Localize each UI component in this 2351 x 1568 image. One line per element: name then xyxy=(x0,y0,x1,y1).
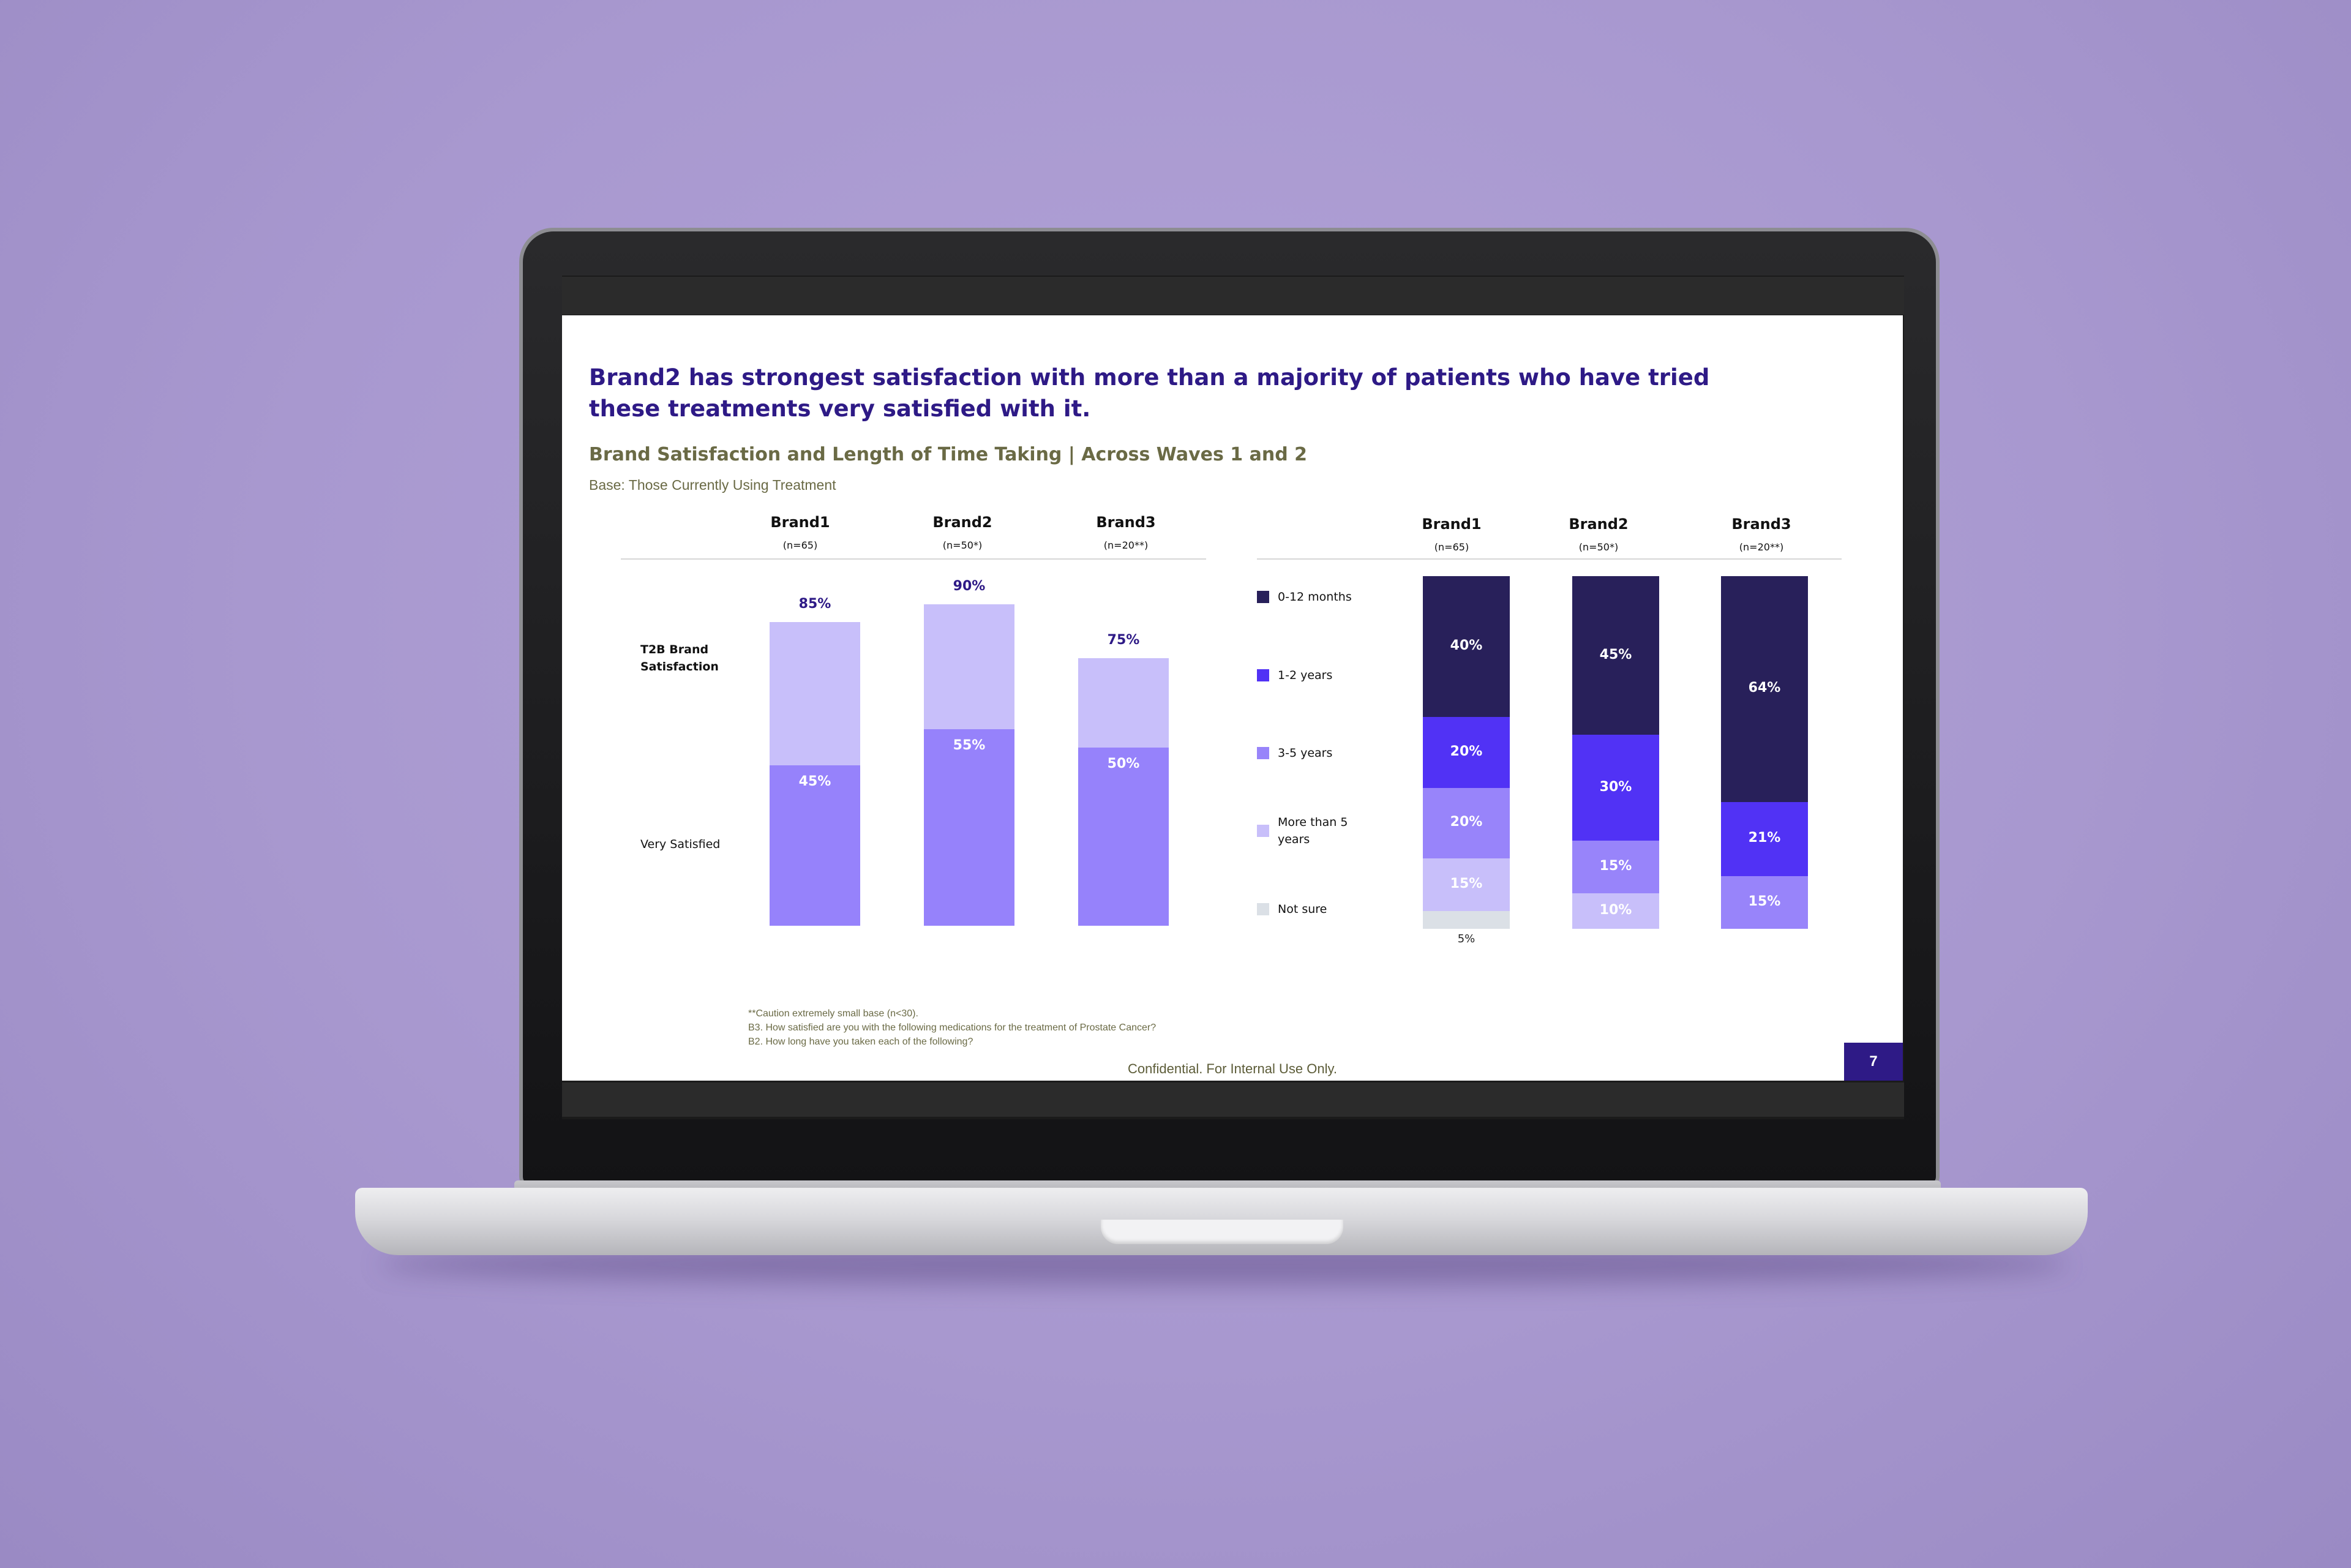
viewer-top-bar xyxy=(562,277,1904,315)
legend-item-not-sure: Not sure xyxy=(1257,901,1327,918)
legend-swatch xyxy=(1257,747,1269,759)
legend-label: More than 5 years xyxy=(1278,816,1348,846)
very-satisfied-label-brand3: 50% xyxy=(1107,756,1140,771)
segment-brand1-3-5-years xyxy=(1423,787,1510,858)
legend-item-more-than-5-years: More than 5 years xyxy=(1257,814,1355,848)
brand-name: Brand2 xyxy=(1569,516,1629,533)
segment-label-brand2-more-than-5-years: 10% xyxy=(1599,902,1632,918)
very-satisfied-label-brand2: 55% xyxy=(953,738,986,754)
segment-brand2-3-5-years xyxy=(1572,841,1659,894)
segment-brand3-1-2-years xyxy=(1721,801,1808,876)
left-header-rule xyxy=(621,558,1206,560)
legend-swatch xyxy=(1257,825,1269,837)
base-note: Base: Those Currently Using Treatment xyxy=(589,477,836,493)
segment-label-brand3-1-2-years: 21% xyxy=(1748,830,1781,846)
segment-label-brand3-0-12-months: 64% xyxy=(1748,680,1781,696)
slide-title: Brand2 has strongest satisfaction with m… xyxy=(589,364,1710,422)
base-size: (n=20**) xyxy=(1739,541,1784,553)
right-header-brand1: Brand1 (n=65) xyxy=(1390,516,1513,553)
segment-brand3-0-12-months xyxy=(1721,576,1808,802)
row-label-t2b: T2B Brand Satisfaction xyxy=(640,643,719,673)
segment-brand1-0-12-months xyxy=(1423,576,1510,718)
footnote-b3: B3. How satisfied are you with the follo… xyxy=(748,1022,1157,1033)
legend-label: Not sure xyxy=(1278,902,1327,916)
base-size: (n=50*) xyxy=(1578,541,1619,553)
row-label-very-satisfied: Very Satisfied xyxy=(640,838,721,851)
right-header-brand2: Brand2 (n=50*) xyxy=(1537,516,1660,553)
brand-name: Brand3 xyxy=(1096,514,1156,531)
very-satisfied-bar-brand3 xyxy=(1078,747,1169,926)
brand-name: Brand1 xyxy=(770,514,830,531)
t2b-label-brand3: 75% xyxy=(1107,632,1140,648)
left-header-brand3: Brand3 (n=20**) xyxy=(1065,514,1187,551)
segment-label-brand2-1-2-years: 30% xyxy=(1599,779,1632,795)
segment-brand1-more-than-5-years xyxy=(1423,858,1510,912)
base-size: (n=65) xyxy=(782,539,818,551)
page-number: 7 xyxy=(1844,1043,1903,1081)
segment-brand2-more-than-5-years xyxy=(1572,893,1659,929)
segment-brand2-0-12-months xyxy=(1572,576,1659,735)
brand-name: Brand3 xyxy=(1731,516,1791,533)
segment-label-brand1-not-sure: 5% xyxy=(1457,932,1475,945)
base-size: (n=65) xyxy=(1434,541,1469,553)
viewer-bottom-bar xyxy=(562,1082,1904,1117)
right-header-brand3: Brand3 (n=20**) xyxy=(1700,516,1823,553)
footnote-caution: **Caution extremely small base (n<30). xyxy=(748,1008,918,1019)
laptop-notch xyxy=(1101,1220,1343,1244)
t2b-label-brand2: 90% xyxy=(953,579,986,595)
base-size: (n=50*) xyxy=(942,539,983,551)
legend-item-1-2-years: 1-2 years xyxy=(1257,667,1332,684)
legend-item-0-12-months: 0-12 months xyxy=(1257,588,1352,606)
legend-label: 0-12 months xyxy=(1278,590,1352,604)
t2b-bar-brand3 xyxy=(1078,658,1169,748)
slide: Brand2 has strongest satisfaction with m… xyxy=(562,315,1903,1081)
brand-name: Brand1 xyxy=(1422,516,1482,533)
legend-item-3-5-years: 3-5 years xyxy=(1257,745,1332,762)
brand-name: Brand2 xyxy=(932,514,992,531)
segment-label-brand3-3-5-years: 15% xyxy=(1748,893,1781,909)
very-satisfied-bar-brand2 xyxy=(924,729,1014,926)
segment-label-brand1-0-12-months: 40% xyxy=(1450,638,1483,654)
left-header-brand1: Brand1 (n=65) xyxy=(739,514,861,551)
segment-brand2-1-2-years xyxy=(1572,735,1659,841)
left-header-brand2: Brand2 (n=50*) xyxy=(901,514,1024,551)
very-satisfied-bar-brand1 xyxy=(770,765,860,926)
legend-swatch xyxy=(1257,591,1269,603)
right-header-rule xyxy=(1257,558,1842,560)
segment-brand1-1-2-years xyxy=(1423,717,1510,788)
base-size: (n=20**) xyxy=(1103,539,1149,551)
t2b-label-brand1: 85% xyxy=(798,596,831,612)
segment-label-brand1-1-2-years: 20% xyxy=(1450,744,1483,759)
legend-label: 3-5 years xyxy=(1278,746,1333,760)
segment-label-brand1-more-than-5-years: 15% xyxy=(1450,876,1483,891)
footnotes: **Caution extremely small base (n<30). B… xyxy=(748,1007,1156,1049)
t2b-bar-brand2 xyxy=(924,604,1014,730)
chart-subtitle: Brand Satisfaction and Length of Time Ta… xyxy=(589,444,1307,465)
segment-label-brand2-0-12-months: 45% xyxy=(1599,647,1632,662)
t2b-bar-brand1 xyxy=(770,622,860,765)
confidential-notice: Confidential. For Internal Use Only. xyxy=(1128,1061,1337,1076)
legend-label: 1-2 years xyxy=(1278,669,1333,682)
segment-brand1-not-sure xyxy=(1423,911,1510,929)
segment-brand3-3-5-years xyxy=(1721,876,1808,929)
footnote-b2: B2. How long have you taken each of the … xyxy=(748,1037,973,1047)
very-satisfied-label-brand1: 45% xyxy=(798,773,831,789)
legend-swatch xyxy=(1257,903,1269,915)
segment-label-brand1-3-5-years: 20% xyxy=(1450,814,1483,830)
segment-label-brand2-3-5-years: 15% xyxy=(1599,858,1632,874)
legend-swatch xyxy=(1257,669,1269,681)
